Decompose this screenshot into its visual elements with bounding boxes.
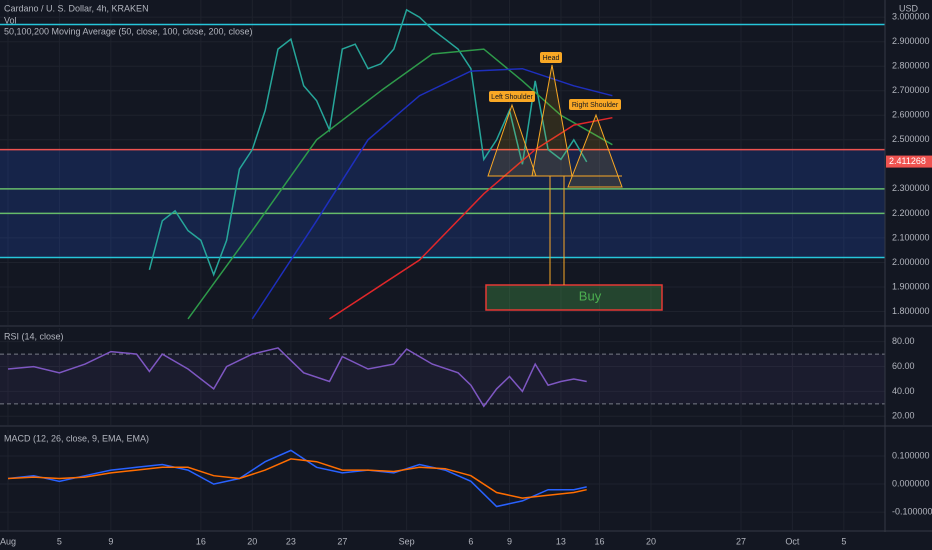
y-tick-label: 1.900000 (892, 281, 930, 291)
series-line (7, 449, 587, 508)
y-tick-label: 3.000000 (892, 12, 930, 22)
series-line (251, 67, 613, 320)
y-tick-label: 80.00 (892, 336, 915, 346)
last-price-label: 2.411268 (889, 156, 926, 166)
y-tick-label: 2.700000 (892, 85, 930, 95)
currency: USD (899, 3, 919, 13)
y-tick-label: 2.300000 (892, 183, 930, 193)
x-tick-label: 20 (646, 536, 656, 546)
y-tick-label: 2.800000 (892, 61, 930, 71)
rsi-band (0, 354, 885, 404)
x-tick-label: 20 (247, 536, 257, 546)
annotation-box (569, 99, 621, 110)
x-tick-label: 9 (507, 536, 512, 546)
buy-zone (485, 284, 663, 311)
x-tick-label: 13 (556, 536, 566, 546)
x-tick-label: 27 (337, 536, 347, 546)
y-tick-label: 40.00 (892, 386, 915, 396)
y-tick-label: 60.00 (892, 361, 915, 371)
series-line (7, 347, 587, 408)
volume-label: Vol (4, 15, 17, 25)
series-line (329, 116, 613, 320)
buy-label: Buy (579, 288, 602, 303)
y-tick-label: 1.800000 (892, 306, 930, 316)
chart-title: Cardano / U. S. Dollar, 4h, KRAKEN (4, 3, 149, 13)
y-tick-label: 2.100000 (892, 232, 930, 242)
x-tick-label: 16 (595, 536, 605, 546)
y-tick-label: 2.500000 (892, 134, 930, 144)
series-line (187, 48, 613, 320)
level-band (0, 149, 885, 258)
right-shoulder-shape (567, 113, 623, 188)
x-tick-label: 9 (108, 536, 113, 546)
annotation: Right Shoulder (572, 102, 619, 109)
x-tick-label: Sep (399, 536, 415, 546)
series-line (148, 8, 588, 277)
x-tick-label: Aug (0, 536, 16, 546)
x-tick-label: 5 (57, 536, 62, 546)
y-tick-label: 2.900000 (892, 36, 930, 46)
x-tick-label: Oct (785, 536, 800, 546)
annotation-box (540, 52, 562, 63)
pane-title: RSI (14, close) (4, 331, 64, 341)
x-tick-label: 16 (196, 536, 206, 546)
annotation-box (489, 91, 535, 102)
x-tick-label: 23 (286, 536, 296, 546)
y-tick-label: 2.600000 (892, 110, 930, 120)
y-tick-label: 2.000000 (892, 257, 930, 267)
x-tick-label: 27 (736, 536, 746, 546)
y-tick-label: 2.200000 (892, 208, 930, 218)
y-tick-label: 20.00 (892, 411, 915, 421)
series-line (7, 458, 587, 499)
last-price-tag (886, 155, 932, 168)
pane-title: MACD (12, 26, close, 9, EMA, EMA) (4, 433, 149, 443)
y-tick-label: 0.100000 (892, 450, 930, 460)
annotation: Head (543, 55, 560, 62)
x-tick-label: 5 (841, 536, 846, 546)
x-tick-label: 6 (468, 536, 473, 546)
annotation: Left Shoulder (491, 94, 533, 101)
y-tick-label: 0.000000 (892, 478, 930, 488)
ma-label: 50,100,200 Moving Average (50, close, 10… (4, 26, 253, 36)
y-tick-label: -0.100000 (892, 506, 932, 516)
